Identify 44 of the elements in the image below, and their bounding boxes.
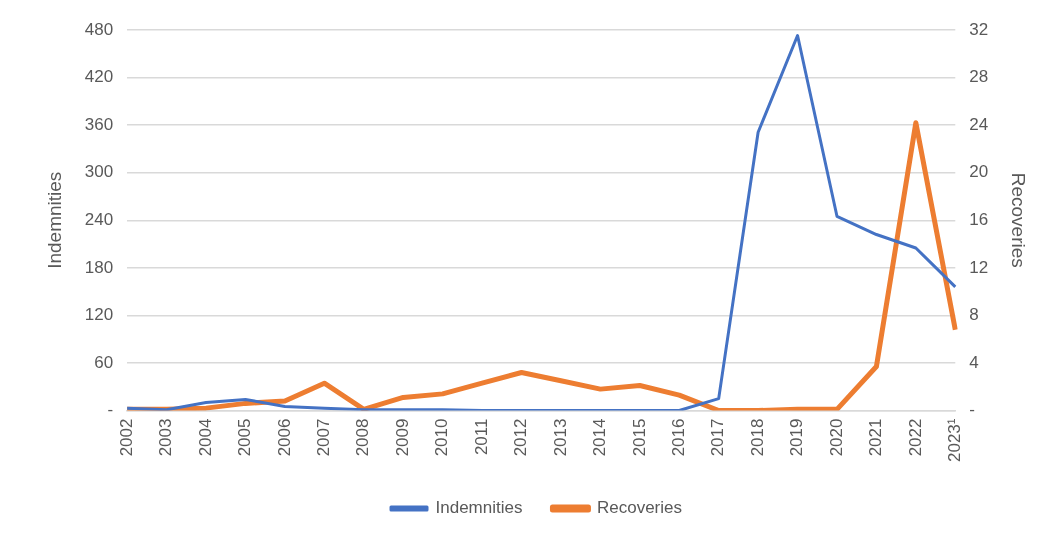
- y2-tick-label: 16: [969, 209, 989, 229]
- y-tick-label: 240: [84, 209, 114, 229]
- y-tick-label: 300: [84, 162, 114, 182]
- y-tick-label: 60: [94, 352, 114, 372]
- x-tick-label: 2020: [826, 418, 846, 457]
- x-tick-label: 2010: [432, 418, 452, 457]
- y2-tick-label: 24: [969, 114, 989, 134]
- x-tick-label: 2022: [905, 418, 925, 457]
- x-tick-label: 2017: [708, 418, 728, 457]
- x-tick-label: 2013: [550, 418, 570, 457]
- y2-tick-label: 8: [969, 305, 979, 325]
- y-tick-label: 180: [84, 257, 114, 277]
- y2-tick-label: 4: [969, 352, 979, 372]
- x-tick-label: 2016: [668, 418, 688, 457]
- y-tick-label: -: [107, 400, 114, 420]
- x-tick-label: 2021: [866, 418, 886, 457]
- x-tick-label: 2004: [195, 418, 215, 457]
- y2-tick-label: 12: [969, 257, 989, 277]
- x-tick-label: 2008: [353, 418, 373, 457]
- y-tick-label: 360: [84, 114, 114, 134]
- x-tick-label: 2009: [392, 418, 412, 457]
- x-tick-label: 2011: [471, 418, 491, 456]
- y-tick-label: 420: [84, 67, 114, 87]
- y2-tick-label: -: [969, 400, 975, 420]
- x-tick-label: 2012: [511, 418, 531, 457]
- x-tick-label: 2014: [590, 418, 610, 457]
- y-axis-title: Indemnities: [43, 171, 65, 269]
- y2-axis-title: Recoveries: [1008, 172, 1030, 268]
- y2-tick-label: 28: [969, 67, 989, 87]
- y-tick-label: 120: [84, 305, 114, 325]
- x-tick-label: 2003: [156, 418, 176, 457]
- legend-label: Indemnities: [435, 498, 523, 518]
- x-tick-label: 2023¹: [944, 418, 964, 462]
- x-tick-label: 2005: [235, 418, 255, 457]
- y-tick-label: 480: [84, 19, 114, 39]
- x-tick-label: 2018: [747, 418, 767, 457]
- x-tick-label: 2002: [116, 418, 136, 457]
- x-tick-label: 2019: [787, 418, 807, 457]
- y2-tick-label: 20: [969, 162, 989, 182]
- legend-label: Recoveries: [596, 498, 682, 518]
- x-tick-label: 2006: [274, 418, 294, 457]
- x-tick-label: 2007: [314, 418, 334, 457]
- y2-tick-label: 32: [969, 19, 989, 39]
- x-tick-label: 2015: [629, 418, 649, 457]
